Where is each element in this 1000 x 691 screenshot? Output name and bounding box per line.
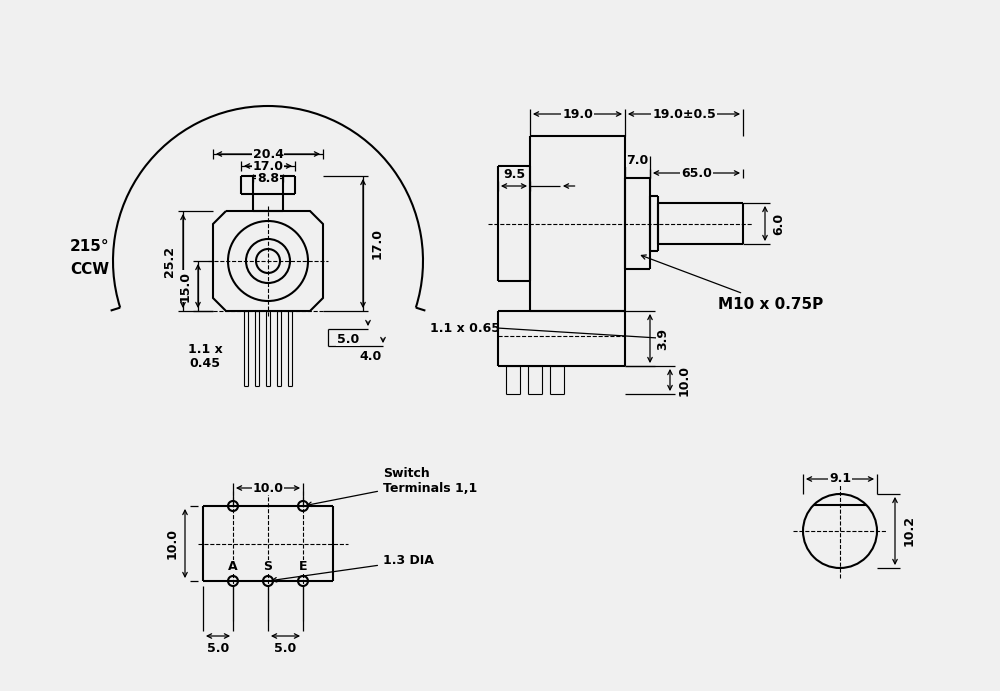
Text: S: S (264, 560, 272, 574)
Text: 6.0: 6.0 (772, 212, 786, 234)
Text: 9.1: 9.1 (829, 473, 851, 486)
Text: 10.0: 10.0 (678, 364, 690, 395)
Text: 7.0: 7.0 (626, 153, 649, 167)
Text: 5.0: 5.0 (207, 641, 229, 654)
Text: 15.0: 15.0 (178, 270, 192, 301)
Text: CCW: CCW (70, 261, 110, 276)
Text: 1.1 x 0.65: 1.1 x 0.65 (430, 321, 500, 334)
Text: 25.2: 25.2 (164, 245, 176, 276)
Text: 9.5: 9.5 (503, 167, 525, 180)
Text: A: A (228, 560, 238, 574)
Text: 1.1 x: 1.1 x (188, 343, 222, 355)
Text: 0.45: 0.45 (190, 357, 220, 370)
Text: 10.2: 10.2 (902, 515, 916, 547)
Text: 19.0±0.5: 19.0±0.5 (652, 108, 716, 120)
Text: Switch
Terminals 1,1: Switch Terminals 1,1 (307, 467, 477, 507)
Text: M10 x 0.75P: M10 x 0.75P (641, 255, 823, 312)
Text: E: E (299, 560, 307, 574)
Text: 10.0: 10.0 (252, 482, 284, 495)
Text: 17.0: 17.0 (252, 160, 284, 173)
Text: 65.0: 65.0 (681, 167, 712, 180)
Text: 3.9: 3.9 (656, 328, 670, 350)
Text: 5.0: 5.0 (274, 641, 297, 654)
Text: 4.0: 4.0 (360, 350, 382, 363)
Text: 1.3 DIA: 1.3 DIA (272, 554, 434, 582)
Text: 17.0: 17.0 (370, 228, 384, 259)
Text: 19.0: 19.0 (562, 108, 593, 120)
Text: 20.4: 20.4 (252, 147, 284, 160)
Text: 10.0: 10.0 (166, 528, 178, 559)
Text: 8.8: 8.8 (257, 171, 279, 184)
Text: 5.0: 5.0 (337, 332, 359, 346)
Text: 215°: 215° (70, 238, 110, 254)
